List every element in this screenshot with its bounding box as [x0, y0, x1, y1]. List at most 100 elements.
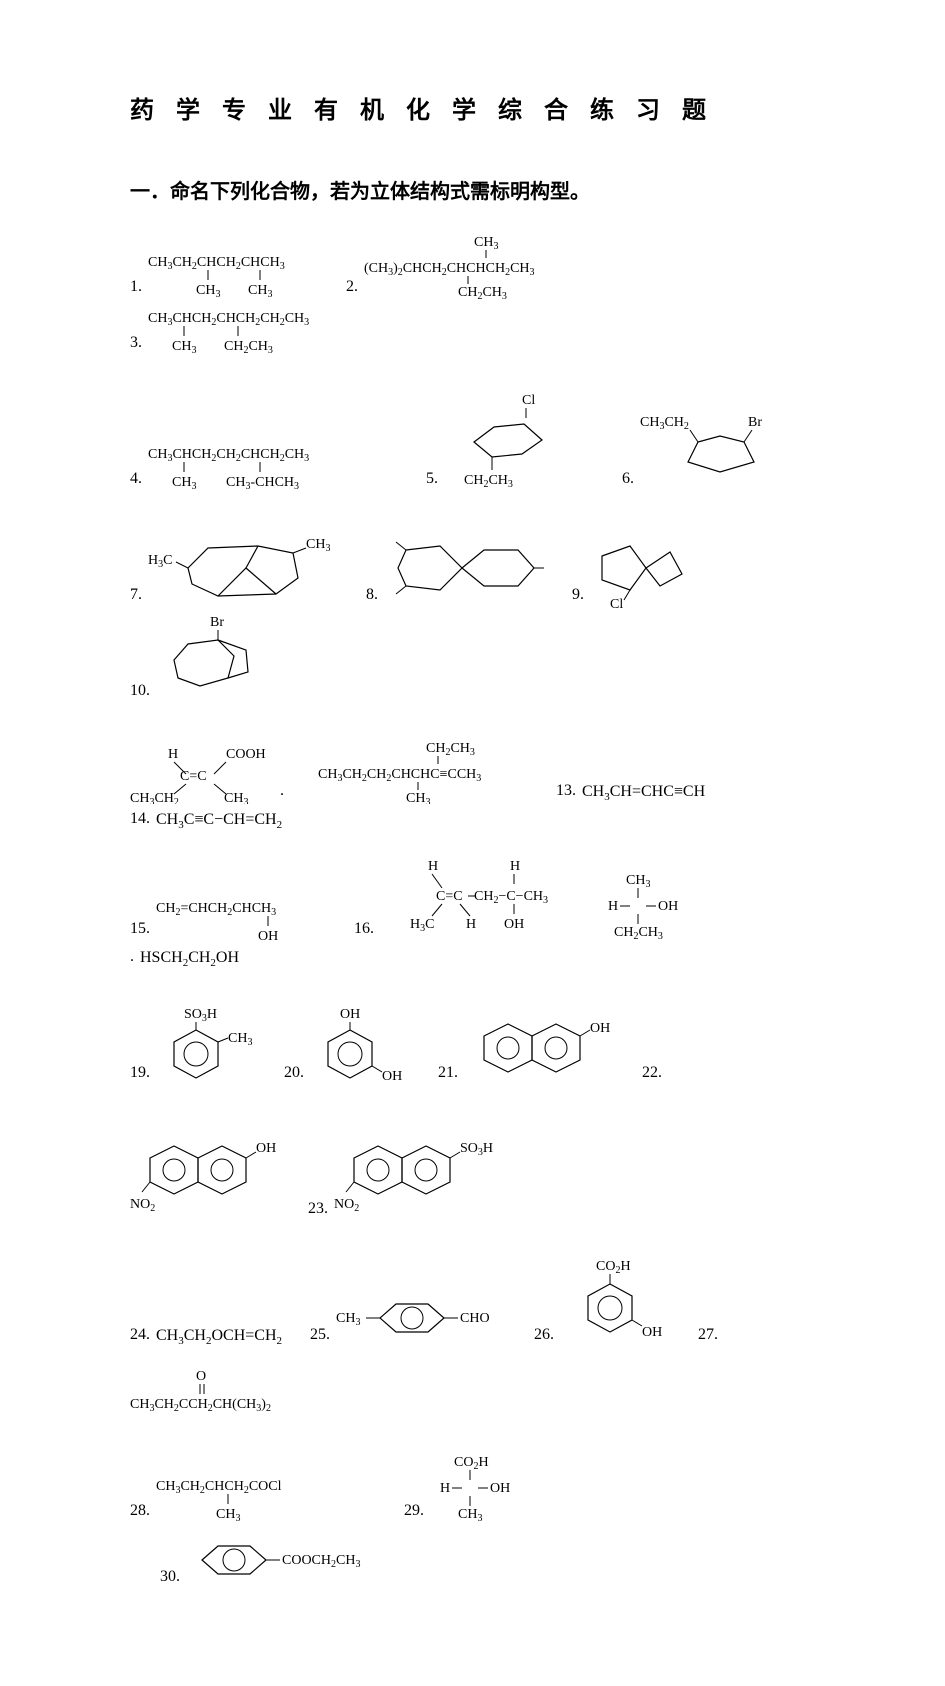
problem-24: 24. CH3CH2OCH=CH2	[130, 1326, 282, 1348]
problem-15: 15. CH2=CHCH2CHCH3 OH	[130, 896, 326, 942]
svg-text:CH2CH3: CH2CH3	[464, 473, 513, 490]
page-title: 药学专业有机化学综合练习题	[130, 90, 830, 125]
svg-text:CH2CH3: CH2CH3	[426, 741, 475, 758]
structure-26: CO2H OH	[560, 1258, 670, 1348]
svg-text:OH: OH	[340, 1007, 360, 1022]
problem-11: H COOH C=C CH3CH2 CH3 .	[130, 744, 290, 804]
structure-21: OH	[464, 1016, 614, 1086]
svg-text:CH3: CH3	[458, 1507, 482, 1524]
svg-text:H: H	[608, 899, 618, 914]
problem-num: 3.	[130, 334, 142, 356]
problem-num: 13.	[556, 782, 576, 804]
problem-14: 14. CH3C≡C−CH=CH2	[130, 810, 282, 832]
problem-3: 3. CH3CHCH2CHCH2CH2CH3 CH3 CH2CH3	[130, 306, 348, 356]
svg-text:OH: OH	[504, 917, 524, 932]
problem-num: 29.	[404, 1502, 424, 1524]
svg-text:(CH3)2CHCH2CHCHCH2CH3: (CH3)2CHCH2CHCHCH2CH3	[364, 261, 535, 278]
problem-6: 6. CH3CH2 Br	[622, 412, 790, 492]
problem-num-dot: .	[130, 948, 134, 970]
svg-text:CH3CH2: CH3CH2	[640, 415, 689, 432]
svg-text:CO2H: CO2H	[454, 1455, 489, 1472]
problem-2: 2. CH3 (CH3)2CHCH2CHCHCH2CH3 CH2CH3	[346, 234, 564, 300]
structure-19: SO3H CH3	[156, 1006, 256, 1086]
problem-num: 20.	[284, 1064, 304, 1086]
problem-10: 10. Br	[130, 614, 256, 704]
problem-9: 9. Cl	[572, 528, 690, 608]
svg-text:C=C: C=C	[436, 889, 463, 904]
problem-num: 1.	[130, 278, 142, 300]
problem-4: 4. CH3CHCH2CH2CHCH2CH3 CH3 CH3-CHCH3	[130, 442, 358, 492]
row-1: 1. CH3CH2CHCH2CHCH3 CH3 CH3 2. CH3 (CH3)…	[130, 234, 830, 362]
problem-num: 4.	[130, 470, 142, 492]
svg-text:NO2: NO2	[130, 1197, 155, 1214]
svg-text:H: H	[510, 859, 520, 874]
svg-text:H: H	[440, 1481, 450, 1496]
svg-text:H: H	[168, 747, 178, 762]
problem-num: 24.	[130, 1326, 150, 1348]
problem-num: 2.	[346, 278, 358, 300]
svg-text:CH3CH2CH2CHCHC≡CCH3: CH3CH2CH2CHCHC≡CCH3	[318, 767, 481, 784]
problem-5: 5. Cl CH2CH3	[426, 392, 564, 492]
problem-num: 19.	[130, 1064, 150, 1086]
problem-22: 22.	[642, 1064, 668, 1086]
row-10: 28. CH3CH2CHCH2COCl CH3 29. CO2H H OH CH…	[130, 1454, 830, 1596]
structure-16: H H C=C CH2−C−CH3 H3C H OH	[380, 858, 570, 942]
svg-text:CHO: CHO	[460, 1311, 490, 1326]
problem-18: . HSCH2CH2OH	[130, 948, 239, 970]
problem-25: 25. CH3 CHO	[310, 1288, 506, 1348]
row-7: OH NO2 23. SO3H NO2	[130, 1122, 830, 1228]
structure-25: CH3 CHO	[336, 1288, 506, 1348]
structure-13: CH3CH=CHC≡CH	[582, 784, 705, 804]
svg-text:OH: OH	[256, 1141, 276, 1156]
problem-num: 26.	[534, 1326, 554, 1348]
problem-num: 27.	[698, 1326, 718, 1348]
problem-28: 28. CH3CH2CHCH2COCl CH3	[130, 1474, 346, 1524]
problem-num: 15.	[130, 920, 150, 942]
problem-num: 21.	[438, 1064, 458, 1086]
problem-num-dot: .	[280, 782, 284, 804]
structure-27-wrap: O CH3CH2CCH2CH(CH3)2	[130, 1368, 330, 1418]
svg-text:CH3: CH3	[224, 791, 248, 804]
structure-3: CH3CHCH2CHCH2CH2CH3 CH3 CH2CH3	[148, 306, 348, 356]
problem-num: 6.	[622, 470, 634, 492]
svg-text:CH3: CH3	[406, 791, 430, 804]
problem-20: 20. OH OH	[284, 1006, 410, 1086]
svg-text:CH3: CH3	[172, 475, 196, 492]
svg-text:CH3: CH3	[474, 235, 498, 252]
structure-22-wrap: OH NO2	[130, 1122, 280, 1222]
structure-12: CH2CH3 CH3CH2CH2CHCHC≡CCH3 CH3	[318, 740, 528, 804]
svg-text:OH: OH	[258, 929, 278, 942]
svg-text:CH3: CH3	[248, 283, 272, 300]
problem-num: 7.	[130, 586, 142, 608]
structure-28: CH3CH2CHCH2COCl CH3	[156, 1474, 346, 1524]
structure-15: CH2=CHCH2CHCH3 OH	[156, 896, 326, 942]
row-4: H COOH C=C CH3CH2 CH3 . CH2CH3 CH3CH2CH2…	[130, 740, 830, 838]
problem-29: 29. CO2H H OH CH3	[404, 1454, 530, 1524]
svg-text:CH3CH2CCH2CH(CH3)2: CH3CH2CCH2CH(CH3)2	[130, 1397, 271, 1414]
svg-text:H3C: H3C	[410, 917, 434, 934]
problem-num: 10.	[130, 682, 150, 704]
svg-text:CH3: CH3	[306, 537, 330, 554]
svg-text:CH2−C−CH3: CH2−C−CH3	[474, 889, 548, 906]
problem-num: 23.	[308, 1200, 328, 1222]
svg-text:Cl: Cl	[522, 393, 535, 408]
structure-5: Cl CH2CH3	[444, 392, 564, 492]
problem-num: 9.	[572, 586, 584, 608]
svg-text:CH3-CHCH3: CH3-CHCH3	[226, 475, 299, 492]
svg-text:OH: OH	[590, 1021, 610, 1036]
problem-num: 14.	[130, 810, 150, 832]
problem-21: 21. OH	[438, 1016, 614, 1086]
row-6: 19. SO3H CH3 20. OH OH	[130, 1006, 830, 1092]
structure-23: SO3H NO2	[334, 1122, 494, 1222]
problem-num: 30.	[160, 1568, 180, 1590]
svg-text:CH3CHCH2CH2CHCH2CH3: CH3CHCH2CH2CHCH2CH3	[148, 447, 309, 464]
svg-text:OH: OH	[490, 1481, 510, 1496]
structure-2: CH3 (CH3)2CHCH2CHCHCH2CH3 CH2CH3	[364, 234, 564, 300]
problem-num: 22.	[642, 1064, 662, 1086]
svg-text:H: H	[466, 917, 476, 932]
svg-text:SO3H: SO3H	[184, 1007, 217, 1024]
problem-17: CH3 H OH CH2CH3	[598, 872, 688, 942]
svg-text:O: O	[196, 1369, 206, 1384]
svg-text:CH3CH2CHCH2CHCH3: CH3CH2CHCH2CHCH3	[148, 255, 285, 272]
svg-text:H3C: H3C	[148, 553, 172, 570]
